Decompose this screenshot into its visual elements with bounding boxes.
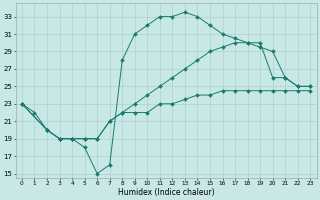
X-axis label: Humidex (Indice chaleur): Humidex (Indice chaleur) bbox=[118, 188, 214, 197]
